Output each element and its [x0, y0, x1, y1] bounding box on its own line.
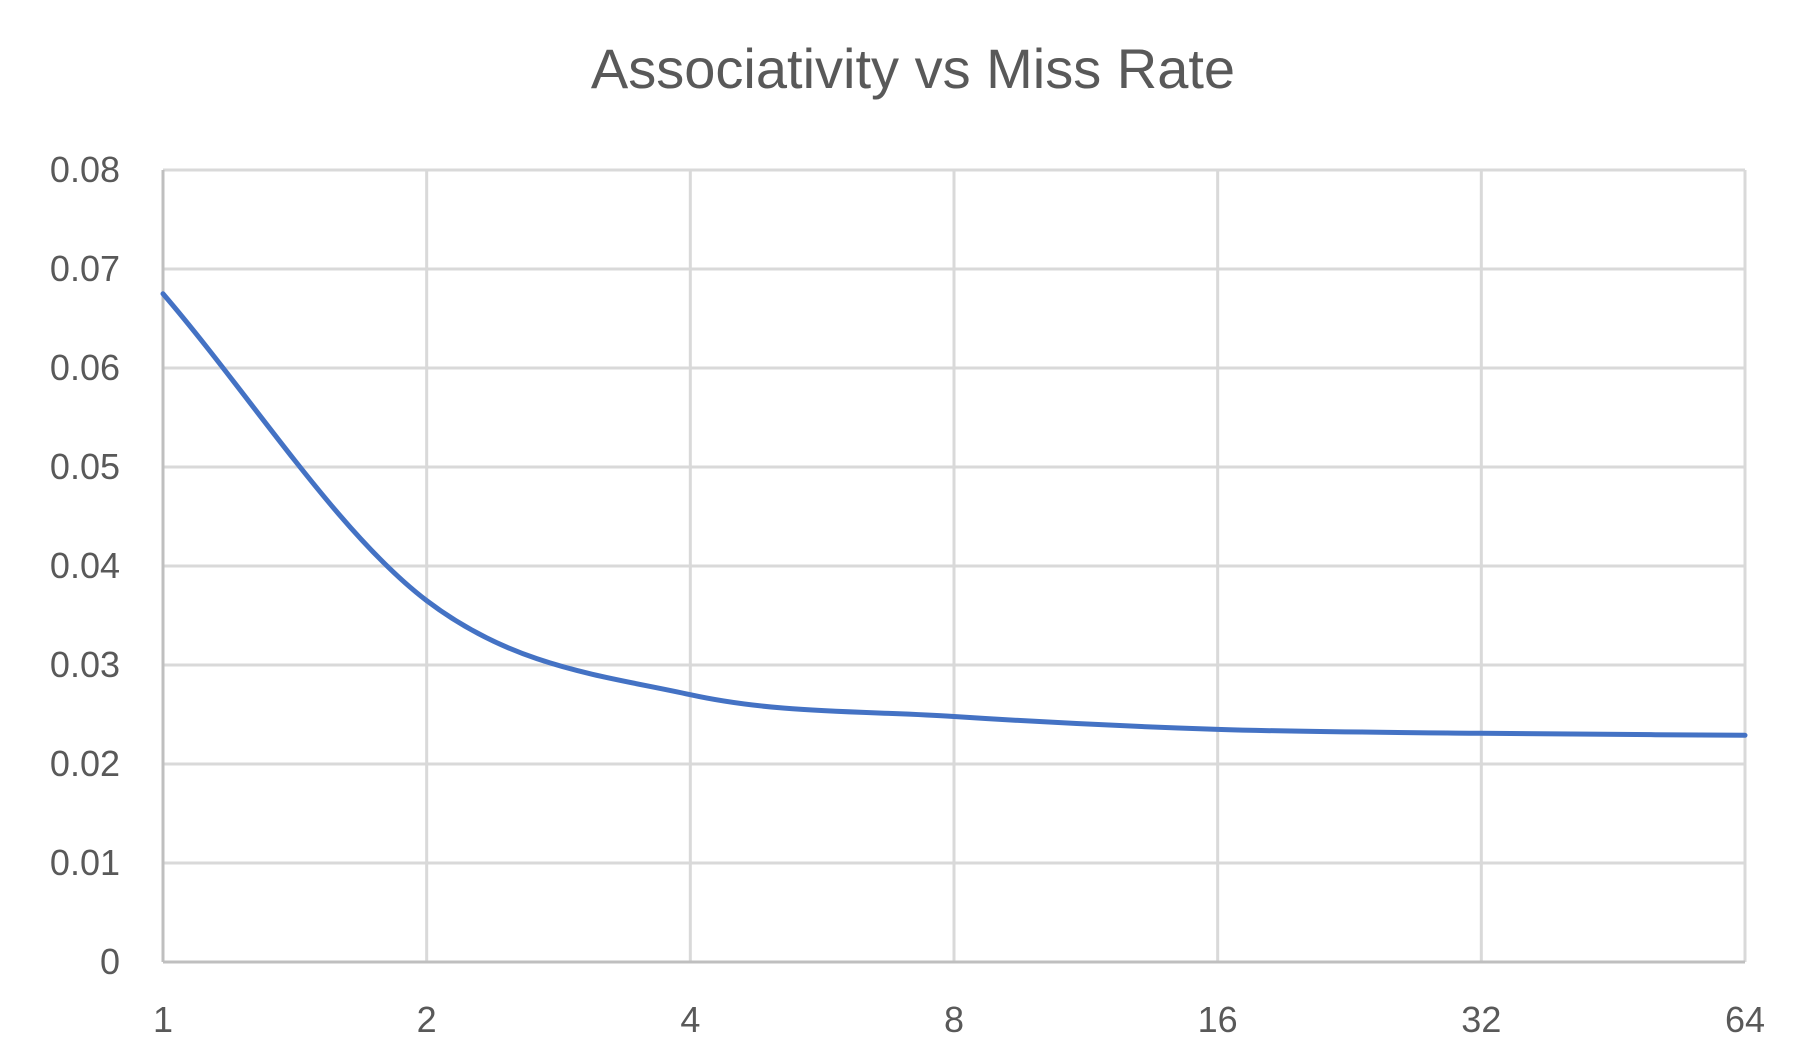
- y-tick-label: 0.07: [50, 248, 120, 289]
- axes: [161, 170, 1745, 964]
- x-tick-label: 32: [1461, 999, 1501, 1040]
- x-tick-label: 8: [944, 999, 964, 1040]
- x-tick-labels: 1 2 4 8 16 32 64: [153, 999, 1765, 1040]
- series-group: [160, 291, 1748, 738]
- x-tick-label: 2: [417, 999, 437, 1040]
- series-line: [160, 291, 1748, 738]
- chart-title: Associativity vs Miss Rate: [591, 37, 1235, 100]
- x-tick-label: 16: [1198, 999, 1238, 1040]
- y-tick-labels: 0 0.01 0.02 0.03 0.04 0.05 0.06 0.07 0.08: [50, 149, 120, 982]
- y-tick-label: 0.03: [50, 644, 120, 685]
- y-tick-label: 0.02: [50, 743, 120, 784]
- x-tick-label: 4: [680, 999, 700, 1040]
- x-tick-label: 1: [153, 999, 173, 1040]
- x-tick-label: 64: [1725, 999, 1765, 1040]
- y-tick-label: 0: [100, 941, 120, 982]
- y-tick-label: 0.05: [50, 446, 120, 487]
- y-tick-label: 0.06: [50, 347, 120, 388]
- gridlines: [163, 168, 1747, 962]
- y-tick-label: 0.04: [50, 545, 120, 586]
- y-tick-label: 0.01: [50, 842, 120, 883]
- y-tick-label: 0.08: [50, 149, 120, 190]
